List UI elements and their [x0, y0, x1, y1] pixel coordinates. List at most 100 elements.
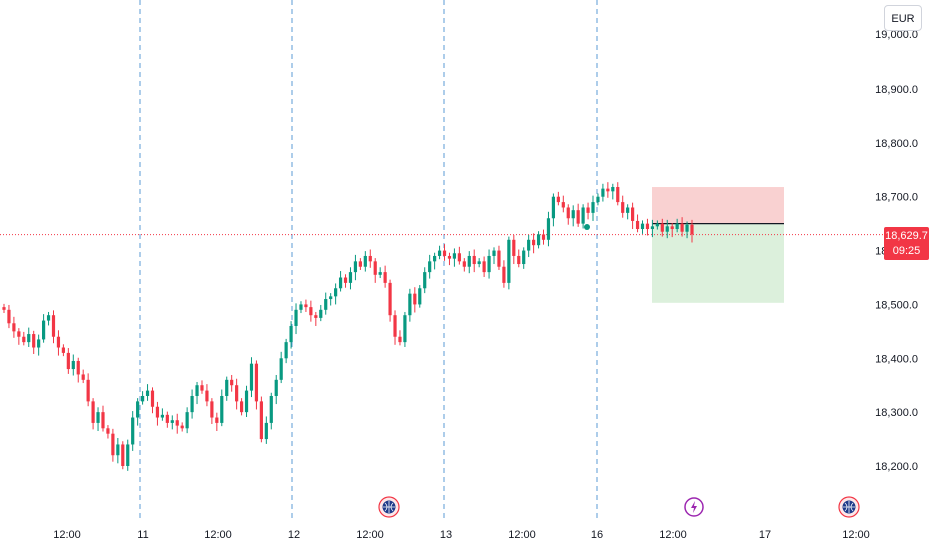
candle-body — [566, 207, 570, 219]
x-tick-label: 12:00 — [53, 529, 81, 541]
candle-body — [244, 390, 249, 413]
candle-body — [517, 255, 521, 265]
countdown-timer: 09:25 — [892, 245, 921, 257]
y-tick-label: 18,200.0 — [875, 461, 918, 473]
candle-body — [91, 401, 95, 423]
candle-body — [66, 352, 70, 370]
candle-body — [497, 250, 501, 267]
candle-body — [645, 223, 650, 230]
candle-body — [373, 261, 377, 275]
take-profit-zone — [652, 223, 784, 303]
candle-body — [536, 234, 541, 246]
candle-body — [482, 261, 486, 273]
candle-body — [631, 207, 635, 221]
candle-body — [492, 250, 496, 256]
candle-body — [551, 196, 556, 219]
candle-body — [596, 196, 600, 203]
candle-body — [576, 210, 580, 224]
candle-body — [160, 414, 164, 418]
candle-body — [145, 390, 150, 396]
candle-body — [388, 282, 392, 316]
event-icons[interactable] — [378, 496, 860, 518]
candle-body — [680, 223, 684, 232]
candle-body — [76, 360, 80, 375]
candle-body — [319, 309, 323, 318]
candle-body — [249, 363, 254, 391]
candle-body — [338, 277, 343, 289]
candle-body — [190, 395, 194, 413]
candle-body — [7, 309, 11, 324]
candle-body — [423, 272, 427, 289]
candle-body — [472, 255, 476, 265]
candle-body — [254, 363, 259, 402]
candle-body — [467, 255, 471, 267]
candle-body — [126, 444, 130, 466]
candle-body — [442, 250, 447, 256]
candle-body — [131, 417, 135, 445]
candle-body — [274, 379, 278, 396]
y-tick-label: 18,700.0 — [875, 192, 918, 204]
candle-body — [86, 379, 90, 402]
candle-body — [289, 325, 293, 343]
candle-body — [527, 239, 531, 251]
y-tick-label: 18,400.0 — [875, 353, 918, 365]
candle-body — [96, 412, 100, 423]
candle-body — [269, 395, 273, 423]
candle-body — [210, 401, 214, 418]
candle-body — [358, 261, 362, 267]
candle-body — [398, 336, 402, 343]
candle-body — [259, 401, 263, 440]
candle-body — [462, 261, 466, 267]
candle-body — [41, 320, 46, 340]
candle-body — [150, 390, 155, 407]
candle-body — [71, 360, 75, 370]
candle-body — [457, 253, 461, 262]
x-tick-label: 12:00 — [356, 529, 384, 541]
candle-body — [17, 331, 21, 337]
candles — [2, 182, 694, 471]
y-tick-label: 18,800.0 — [875, 138, 918, 150]
candle-body — [334, 288, 338, 297]
candle-body — [606, 188, 610, 192]
candle-body — [165, 414, 169, 423]
candle-body — [329, 296, 333, 300]
candle-body — [195, 385, 199, 396]
candle-body — [353, 261, 358, 273]
candle-body — [56, 336, 61, 348]
candle-body — [437, 250, 442, 256]
y-tick-label: 18,500.0 — [875, 299, 918, 311]
candle-body — [363, 255, 367, 267]
candle-body — [487, 255, 491, 273]
candle-body — [230, 379, 234, 386]
candle-body — [136, 401, 140, 418]
candle-body — [433, 255, 437, 262]
candle-body — [235, 385, 239, 402]
candle-body — [532, 239, 536, 246]
candle-body — [556, 196, 560, 203]
candle-body — [581, 207, 585, 224]
candle-body — [155, 406, 160, 418]
candle-body — [591, 202, 595, 213]
globe-lines — [843, 501, 855, 513]
currency-badge[interactable]: EUR — [884, 5, 922, 31]
candle-body — [294, 309, 298, 326]
candle-body — [314, 315, 318, 318]
candle-body — [507, 239, 511, 283]
candle-body — [348, 272, 353, 283]
candle-body — [413, 293, 417, 305]
position-zones[interactable] — [652, 187, 784, 303]
candle-body — [140, 395, 145, 402]
candle-body — [205, 390, 209, 402]
candle-body — [279, 358, 283, 380]
stop-loss-zone — [652, 187, 784, 224]
candle-body — [428, 261, 432, 273]
candle-body — [299, 304, 303, 310]
candle-body — [22, 336, 26, 343]
candle-body — [116, 444, 120, 456]
candle-body — [546, 218, 551, 240]
candle-body — [220, 395, 224, 423]
candle-body — [12, 323, 16, 332]
candle-body — [408, 293, 412, 316]
x-tick-label: 16 — [591, 529, 603, 541]
